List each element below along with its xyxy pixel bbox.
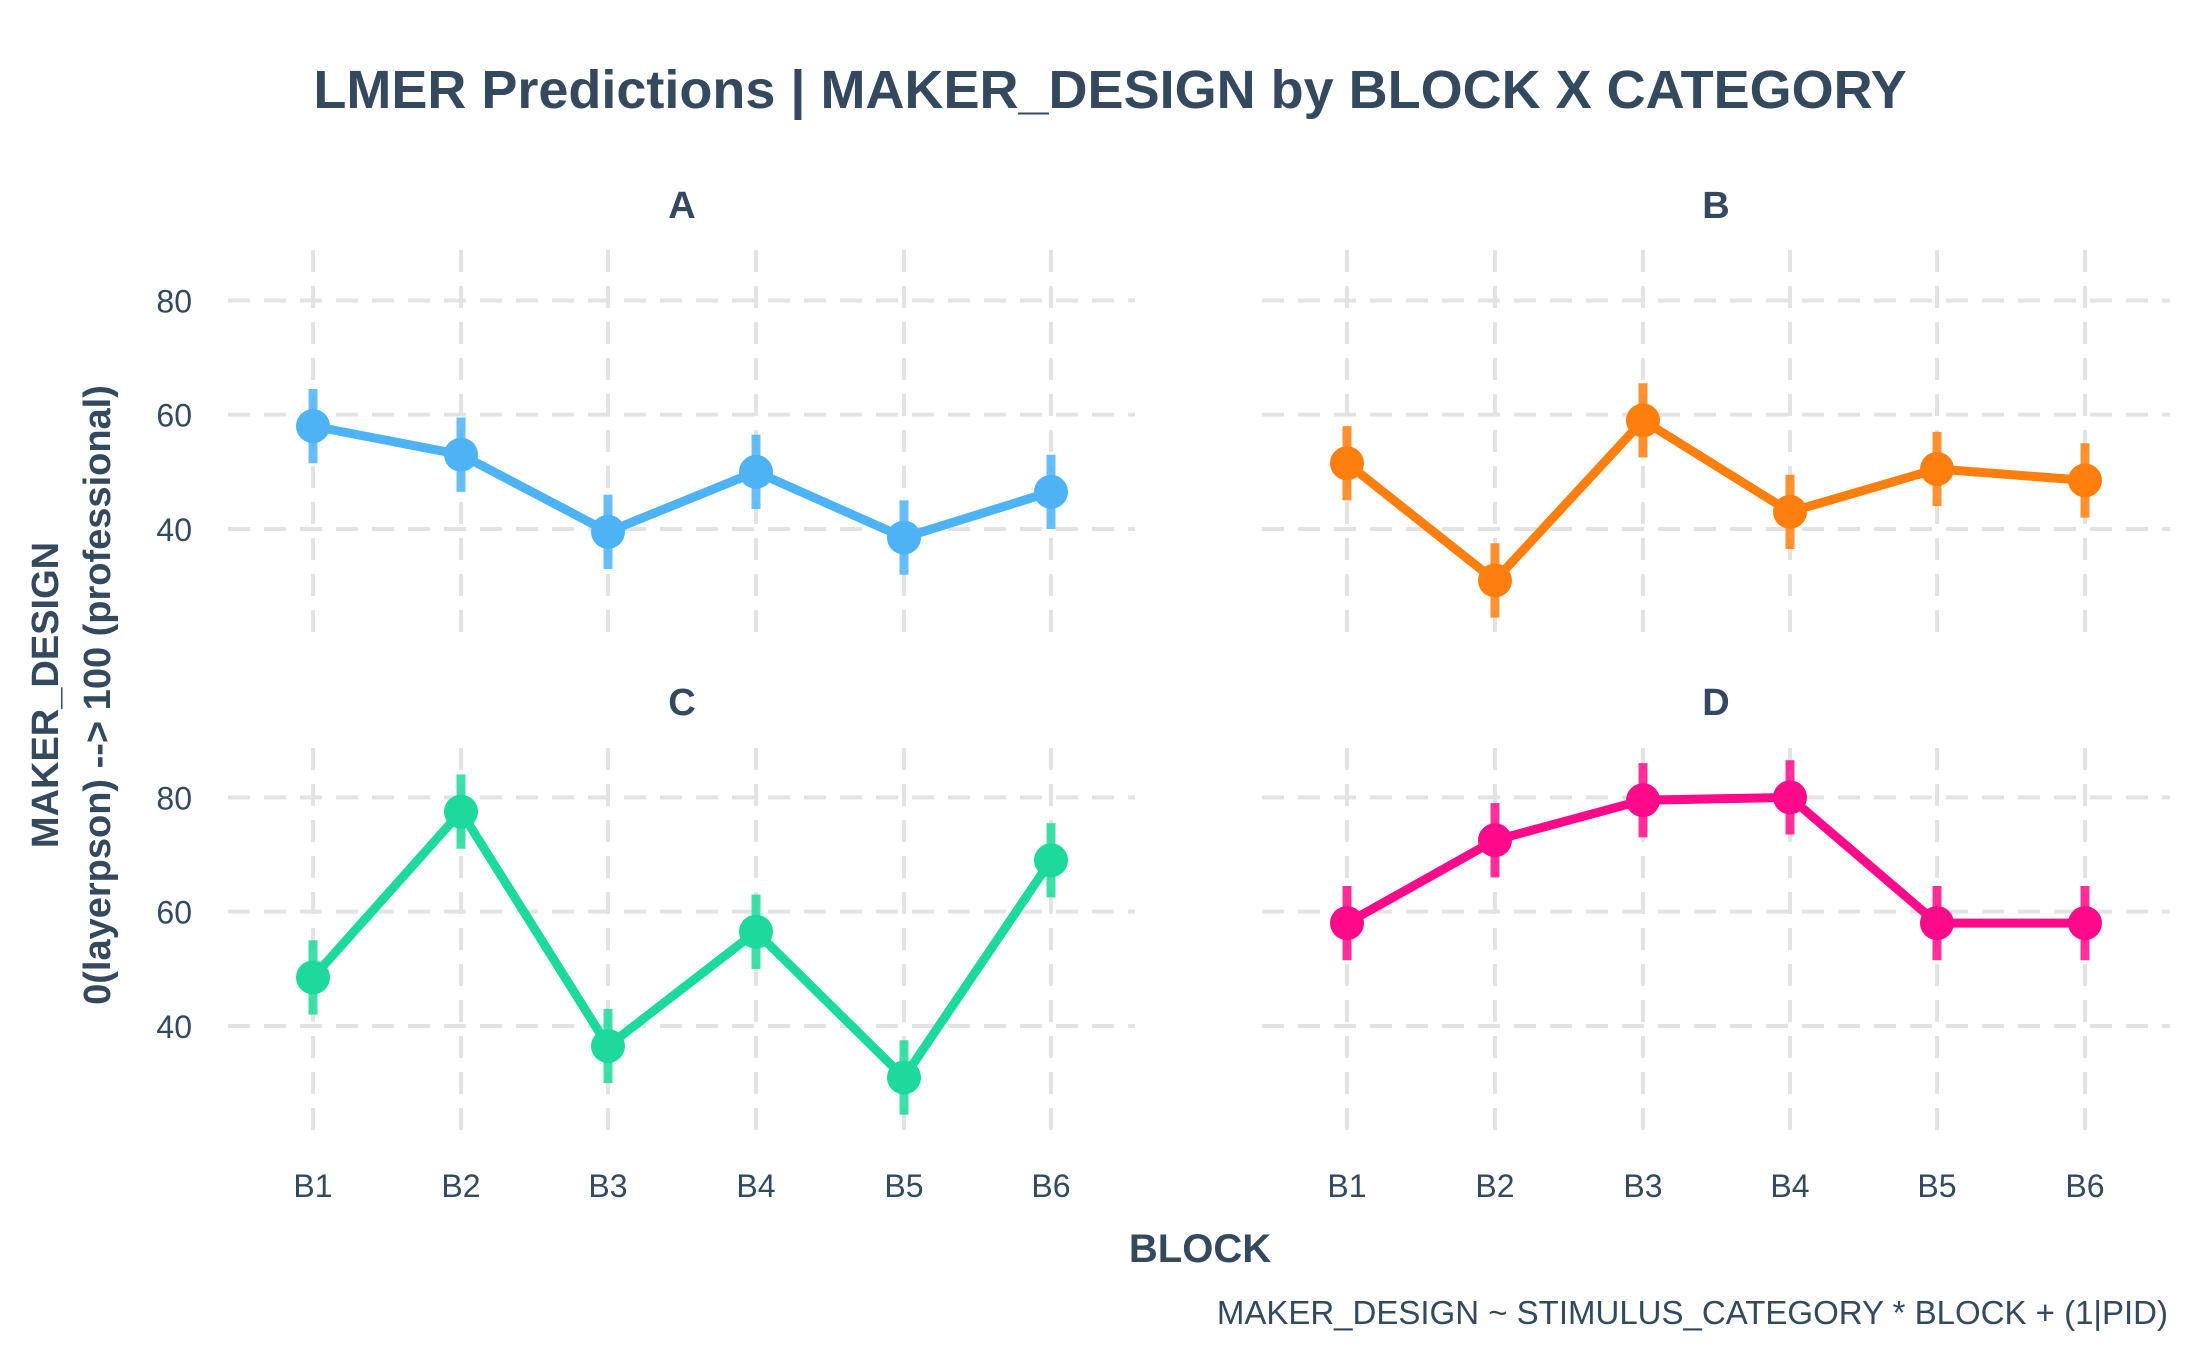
facet-panel-a: A 40 60 80 <box>156 185 1135 640</box>
x-tick-label: B1 <box>1327 1168 1366 1204</box>
data-point <box>1478 563 1512 598</box>
data-point <box>1773 780 1807 815</box>
x-tick-label: B6 <box>2065 1168 2104 1204</box>
facet-label-c: C <box>668 682 695 724</box>
y-tick-label: 40 <box>156 512 192 548</box>
data-point <box>1034 843 1068 878</box>
data-point <box>1626 783 1660 818</box>
y-axis-label-line2: 0(layerpson) --> 100 (professional) <box>77 385 119 1005</box>
chart-title: LMER Predictions | MAKER_DESIGN by BLOCK… <box>313 60 1906 121</box>
data-point <box>1920 451 1954 486</box>
x-tick-label: B3 <box>1623 1168 1662 1204</box>
data-point <box>1330 906 1364 941</box>
data-point <box>444 437 478 472</box>
series-line-b <box>1342 415 2090 585</box>
x-tick-label: B1 <box>293 1168 332 1204</box>
data-point <box>1920 906 1954 941</box>
data-point <box>1034 474 1068 509</box>
data-point <box>739 914 773 949</box>
series-line-a <box>308 421 1056 543</box>
facet-panel-c: C 40 60 80 B1 B2 B3 B4 B5 B6 <box>156 682 1135 1204</box>
facet-label-d: D <box>1702 682 1729 724</box>
data-point <box>444 794 478 829</box>
data-point <box>591 514 625 549</box>
x-tick-label: B2 <box>441 1168 480 1204</box>
data-point <box>2068 906 2102 941</box>
data-point <box>1626 403 1660 438</box>
y-tick-label: 60 <box>156 895 192 931</box>
facet-panel-b: B <box>1262 185 2170 640</box>
x-tick-label: B4 <box>1770 1168 1809 1204</box>
data-point <box>887 520 921 555</box>
data-point <box>1330 446 1364 481</box>
y-tick-label: 60 <box>156 398 192 434</box>
series-line-c <box>308 807 1056 1082</box>
y-tick-label: 80 <box>156 283 192 319</box>
y-tick-label: 40 <box>156 1009 192 1045</box>
x-tick-label: B6 <box>1031 1168 1070 1204</box>
x-tick-label: B5 <box>884 1168 923 1204</box>
data-point <box>887 1060 921 1095</box>
facet-panels: A 40 60 80 B C 40 60 80 B1 B2 B3 B4 B5 B6 D B1 B2 B3 B4 B5 B6 <box>156 185 2170 1204</box>
x-tick-label: B5 <box>1917 1168 1956 1204</box>
x-tick-label: B4 <box>736 1168 775 1204</box>
y-axis-label-line1: MAKER_DESIGN <box>25 542 67 848</box>
chart-caption: MAKER_DESIGN ~ STIMULUS_CATEGORY * BLOCK… <box>1217 1294 2168 1331</box>
data-point <box>296 960 330 995</box>
x-tick-label: B3 <box>588 1168 627 1204</box>
facet-label-a: A <box>668 185 695 227</box>
facet-panel-d: D B1 B2 B3 B4 B5 B6 <box>1262 682 2170 1204</box>
data-point <box>1478 823 1512 858</box>
data-point <box>2068 463 2102 498</box>
facet-label-b: B <box>1702 185 1729 227</box>
data-point <box>591 1029 625 1064</box>
data-point <box>296 409 330 444</box>
data-point <box>739 454 773 489</box>
x-tick-label: B2 <box>1475 1168 1514 1204</box>
series-line-d <box>1342 792 2090 928</box>
y-tick-label: 80 <box>156 780 192 816</box>
x-axis-label: BLOCK <box>1129 1227 1271 1271</box>
data-point <box>1773 494 1807 529</box>
